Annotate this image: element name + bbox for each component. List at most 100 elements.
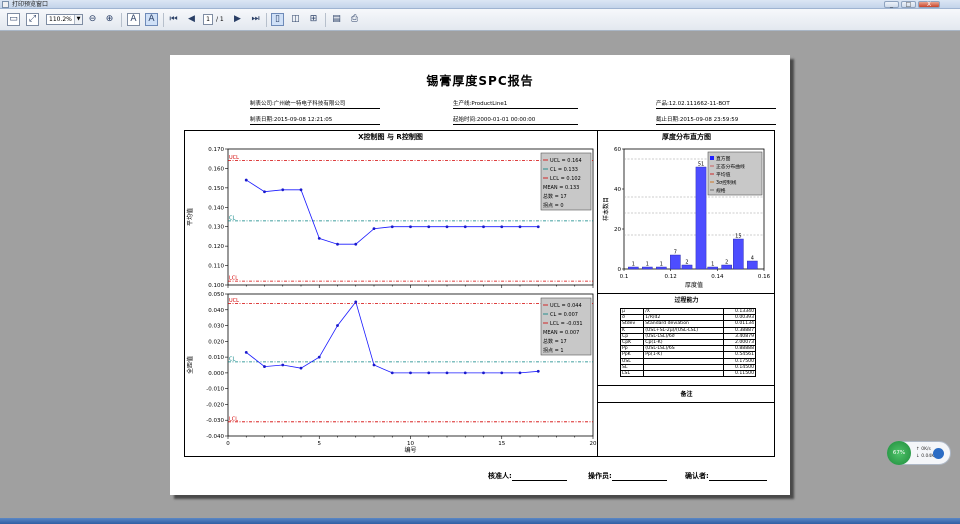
table-row: PpK Pp(1-K) 0.54561 — [619, 351, 756, 359]
bar-value-label: 7 — [674, 250, 677, 256]
close-button[interactable]: X — [918, 1, 940, 8]
end-date-info: 截止日期:2015-09-08 23:59:59 — [656, 115, 776, 125]
app-icon — [2, 1, 9, 8]
table-cell: SL — [619, 363, 645, 372]
y-tick-label: 0 — [618, 267, 622, 273]
data-point — [263, 365, 266, 368]
legend-entry: LCL = -0.031 — [550, 321, 583, 327]
histogram-bar — [747, 260, 758, 270]
plot-area — [623, 148, 765, 270]
frame-divider — [598, 385, 775, 386]
network-speed-widget[interactable]: 67% ↑ 0K/s ↓ 0.04K/s — [887, 441, 951, 465]
table-cell — [643, 357, 725, 365]
frame-divider — [598, 293, 775, 294]
start-time-info: 起始时间:2000-01-01 00:00:00 — [453, 115, 578, 125]
zoom-select[interactable]: 110.2% ▼ — [46, 14, 83, 25]
page-setup-icon[interactable]: ▤ — [332, 14, 341, 24]
prev-page-icon[interactable]: ◀ — [188, 14, 195, 24]
y-tick-label: 0.140 — [208, 205, 224, 211]
fit-page-icon[interactable]: ⤢ — [26, 13, 39, 26]
single-page-icon[interactable]: ▯ — [271, 13, 284, 26]
table-row: μ/X 0.13340 — [619, 307, 756, 316]
bar-value-label: 4 — [751, 256, 754, 262]
table-cell: 0.11500 — [723, 370, 756, 378]
y-tick-label: 40 — [614, 187, 621, 193]
taskbar — [0, 518, 960, 524]
toolbar-divider — [121, 13, 122, 27]
histogram-bar — [707, 266, 718, 270]
xbar-chart: 0.170 0.160 0.150 0.140 0.130 0.120 0.110 0.100… — [186, 147, 594, 289]
data-point — [445, 225, 449, 229]
x-tick-label: 20 — [590, 441, 597, 447]
table-cell: 0.17500 — [723, 357, 756, 365]
histogram-bar — [628, 266, 639, 270]
y-tick-label: 20 — [614, 227, 621, 233]
next-page-icon[interactable]: ▶ — [234, 14, 241, 24]
y-tick-label: 0.050 — [208, 292, 224, 298]
font-icon[interactable]: A — [127, 13, 140, 26]
data-point — [409, 225, 412, 229]
company-info: 制表公司:广州统一特电子科技有限公司 — [250, 99, 380, 109]
legend-entry: MEAN = 0.133 — [543, 185, 579, 191]
upload-speed: ↑ 0K/s — [916, 447, 931, 452]
font-style-icon[interactable]: A — [145, 13, 158, 26]
multi-page-icon[interactable]: ⊞ — [309, 14, 318, 24]
data-point — [317, 355, 321, 359]
first-page-icon[interactable]: ⏮ — [169, 14, 178, 24]
table-cell: USL — [619, 357, 645, 365]
y-tick-label: -0.040 — [206, 434, 224, 440]
x-tick-label: 15 — [498, 441, 505, 447]
x-axis-label: 厚度值 — [685, 281, 703, 289]
table-cell: Stdev — [619, 320, 645, 328]
zoom-in-icon[interactable]: ⊕ — [105, 14, 114, 24]
window-titlebar: 打印预览窗口 _ □ X — [0, 0, 960, 9]
frame-divider — [597, 130, 598, 457]
data-point — [336, 324, 339, 327]
zoom-out-icon[interactable]: ⊖ — [88, 14, 97, 24]
legend-entry: LCL = 0.102 — [550, 176, 581, 182]
table-cell: (USL-LSL)/6S — [643, 345, 725, 353]
table-cell: K — [619, 326, 645, 334]
y-tick-label: 0.110 — [208, 264, 224, 270]
data-point — [518, 371, 522, 375]
table-cell: (USL-LSL)/6σ — [643, 332, 725, 341]
maximize-button[interactable]: □ — [901, 1, 916, 8]
table-cell: 0.13340 — [723, 307, 756, 316]
data-point — [482, 225, 485, 229]
minimize-button[interactable]: _ — [884, 1, 899, 8]
data-point — [427, 371, 431, 375]
histogram-bar — [733, 238, 744, 270]
table-row: USL 0.17500 — [619, 357, 756, 365]
data-point — [372, 227, 376, 231]
table-cell: Cp — [619, 332, 645, 341]
histogram-bar — [656, 266, 667, 270]
report-title: 锡膏厚度SPC报告 — [426, 74, 534, 88]
x-tick-label: 0.1 — [620, 274, 629, 280]
y-tick-label: 0.010 — [208, 355, 224, 361]
legend-box — [540, 297, 592, 356]
bar-value-label: 1 — [632, 262, 635, 268]
data-point — [317, 236, 321, 240]
histogram-title: 厚度分布直方图 — [662, 133, 711, 141]
y-tick-label: 0.100 — [208, 283, 224, 289]
table-cell: LSL — [619, 370, 645, 378]
preview-toolbar: ▭ ⤢ 110.2% ▼ ⊖ ⊕ A A ⏮ ◀ 1 / 1 ▶ ⏭ ▯ ◫ ⊞ … — [0, 9, 960, 31]
printer-icon[interactable]: ⎙ — [350, 14, 359, 24]
legend-box — [707, 151, 763, 196]
y-tick-label: 0.020 — [208, 339, 224, 345]
legend-entry: 直方图 — [716, 155, 731, 162]
ucl-label: UCL — [229, 298, 239, 304]
y-tick-label: 0.120 — [208, 244, 224, 250]
zoom-value: 110.2% — [49, 16, 72, 23]
data-point — [500, 225, 504, 229]
page-number-input[interactable]: 1 — [203, 14, 213, 25]
page-width-icon[interactable]: ▭ — [7, 13, 20, 26]
y-axis-label: 全距值 — [186, 356, 194, 374]
data-point — [390, 371, 394, 375]
last-page-icon[interactable]: ⏭ — [251, 14, 260, 24]
two-page-icon[interactable]: ◫ — [291, 14, 300, 24]
lcl-label: LCL — [229, 416, 238, 422]
legend-marker — [710, 156, 714, 160]
x-tick-label: 0.14 — [711, 274, 724, 280]
bar-value-label: 1 — [711, 262, 714, 268]
